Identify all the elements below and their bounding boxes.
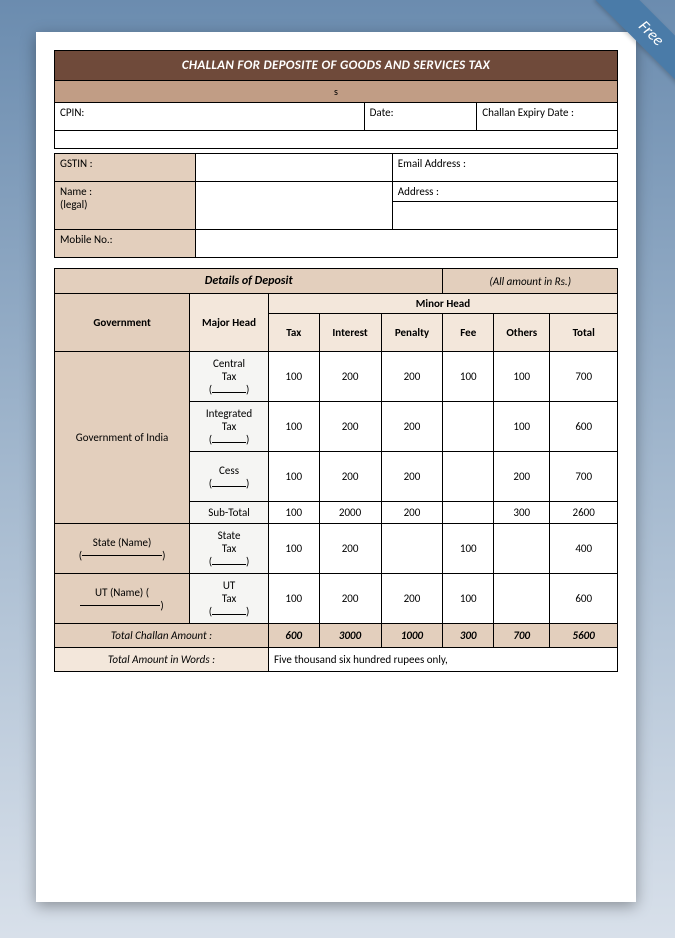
name-label: Name :(legal) bbox=[55, 182, 196, 230]
col-fee: Fee bbox=[443, 314, 494, 352]
gstin-label: GSTIN : bbox=[55, 154, 196, 182]
mobile-value bbox=[195, 230, 617, 258]
col-interest: Interest bbox=[319, 314, 381, 352]
mobile-label: Mobile No.: bbox=[55, 230, 196, 258]
deposit-row: State (Name)()StateTax()100200100400 bbox=[55, 524, 618, 574]
deposit-row: Government of IndiaCentralTax()100200200… bbox=[55, 352, 618, 402]
address-label: Address : bbox=[392, 182, 617, 202]
email-label: Email Address : bbox=[392, 154, 617, 182]
col-total: Total bbox=[550, 314, 618, 352]
col-gov: Government bbox=[55, 294, 190, 352]
doc-subtitle: s bbox=[55, 81, 618, 103]
col-penalty: Penalty bbox=[381, 314, 443, 352]
party-table: GSTIN : Email Address : Name :(legal) Ad… bbox=[54, 153, 618, 258]
document-page: CHALLAN FOR DEPOSITE OF GOODS AND SERVIC… bbox=[36, 32, 636, 902]
header-table: CHALLAN FOR DEPOSITE OF GOODS AND SERVIC… bbox=[54, 50, 618, 149]
deposit-header: Details of Deposit bbox=[55, 269, 443, 294]
deposit-table: Details of Deposit (All amount in Rs.) G… bbox=[54, 268, 618, 672]
cpin-label: CPIN: bbox=[55, 103, 365, 131]
col-major: Major Head bbox=[190, 294, 269, 352]
total-words-row: Total Amount in Words : Five thousand si… bbox=[55, 648, 618, 672]
col-tax: Tax bbox=[268, 314, 319, 352]
name-value bbox=[195, 182, 392, 230]
doc-title: CHALLAN FOR DEPOSITE OF GOODS AND SERVIC… bbox=[55, 51, 618, 81]
deposit-row: UT (Name) ()UTTax()100200200100600 bbox=[55, 574, 618, 624]
expiry-label: Challan Expiry Date : bbox=[477, 103, 618, 131]
total-challan-row: Total Challan Amount : 600 3000 1000 300… bbox=[55, 624, 618, 648]
address-value bbox=[392, 202, 617, 230]
col-others: Others bbox=[494, 314, 550, 352]
deposit-note: (All amount in Rs.) bbox=[443, 269, 618, 294]
date-label: Date: bbox=[364, 103, 477, 131]
gstin-value bbox=[195, 154, 392, 182]
col-minor: Minor Head bbox=[268, 294, 617, 314]
